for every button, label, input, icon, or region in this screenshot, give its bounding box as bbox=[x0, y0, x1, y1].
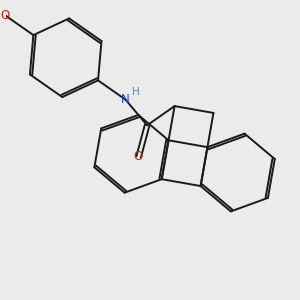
Text: O: O bbox=[134, 150, 143, 164]
Text: H: H bbox=[132, 87, 140, 97]
Text: O: O bbox=[0, 9, 10, 22]
Text: N: N bbox=[121, 93, 130, 106]
